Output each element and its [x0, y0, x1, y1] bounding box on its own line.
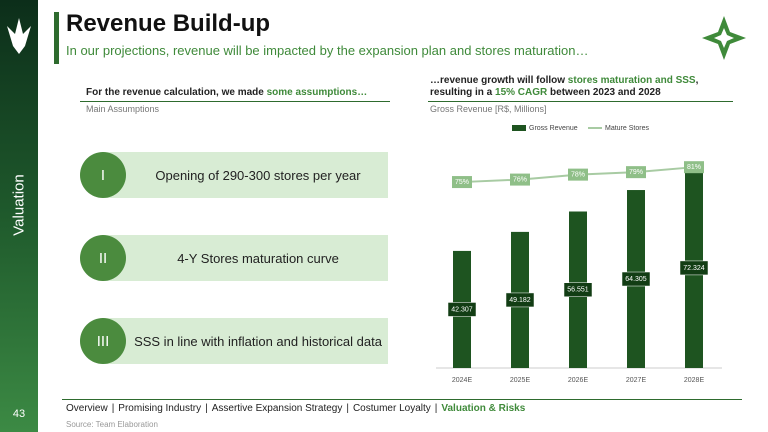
- value-label-box: [568, 168, 588, 181]
- heading-part: stores maturation and SSS: [567, 75, 696, 86]
- heading-part: between 2023 and 2028: [547, 87, 661, 98]
- rule: [80, 101, 390, 102]
- nav-separator: |: [434, 403, 438, 414]
- legend-label: Mature Stores: [605, 125, 649, 132]
- x-tick-label: 2027E: [626, 377, 647, 384]
- nav-item: Valuation & Risks: [441, 403, 526, 414]
- left-heading: For the revenue calculation, we made som…: [86, 87, 367, 98]
- value-label-box: [505, 292, 535, 308]
- sidebar: [0, 0, 38, 432]
- nav-item: Promising Industry: [118, 403, 202, 414]
- value-label: 64.305: [625, 276, 647, 283]
- source: Source: Team Elaboration: [66, 420, 158, 429]
- heading-part: For the revenue calculation, we made: [86, 87, 267, 98]
- value-label-box: [447, 302, 477, 317]
- page-number: 43: [12, 408, 26, 420]
- value-label: 78%: [571, 171, 585, 178]
- nav-item: Costumer Loyalty: [352, 403, 431, 414]
- value-label: 49.182: [509, 297, 531, 304]
- nav-item: Overview: [66, 403, 108, 414]
- value-label-box: [679, 260, 709, 276]
- value-label-box: [452, 176, 472, 189]
- title-bar: [54, 12, 59, 64]
- heading-part: , resulting in a: [430, 75, 699, 98]
- nav-separator: |: [111, 403, 115, 414]
- rule: [428, 101, 733, 102]
- value-label: 42.307: [451, 306, 473, 313]
- value-label: 72.324: [683, 265, 705, 272]
- value-label-box: [621, 271, 651, 287]
- x-tick-label: 2028E: [684, 377, 705, 384]
- x-tick-label: 2024E: [452, 377, 473, 384]
- value-label-box: [684, 161, 704, 174]
- value-label: 75%: [455, 179, 469, 186]
- right-heading: …revenue growth will follow stores matur…: [430, 75, 730, 99]
- assumption-box: 4-Y Stores maturation curve: [104, 235, 388, 281]
- x-tick-label: 2026E: [568, 377, 589, 384]
- right-label: Gross Revenue [R$, Millions]: [430, 104, 547, 114]
- heading-part: …revenue growth will follow: [430, 75, 568, 86]
- heading-part: 15% CAGR: [495, 87, 548, 98]
- heading-part: some assumptions…: [266, 87, 368, 98]
- value-label-box: [626, 166, 646, 179]
- rule: [62, 399, 742, 400]
- value-label: 56.551: [567, 287, 589, 294]
- legend-swatch: [512, 125, 526, 131]
- left-label: Main Assumptions: [86, 104, 160, 114]
- value-label: 81%: [687, 164, 701, 171]
- value-label-box: [563, 282, 593, 297]
- numeral-circle: I: [80, 152, 126, 198]
- subtitle: In our projections, revenue will be impa…: [66, 43, 589, 58]
- nav-item: Assertive Expansion Strategy: [211, 403, 343, 414]
- value-label-box: [510, 173, 530, 186]
- legend-label: Gross Revenue: [529, 125, 578, 132]
- x-tick-label: 2025E: [510, 377, 531, 384]
- nav-separator: |: [205, 403, 208, 414]
- title: Revenue Build-up: [66, 10, 271, 37]
- numeral-circle: II: [80, 235, 126, 281]
- nav: Overview | Promising Industry | Assertive Ex…: [66, 403, 525, 414]
- corner-logo: [702, 16, 746, 60]
- value-label: 76%: [513, 176, 527, 183]
- nav-separator: |: [346, 403, 349, 414]
- assumption-box: Opening of 290-300 stores per year: [104, 152, 388, 198]
- brand-logo: [7, 18, 31, 54]
- value-label: 79%: [629, 169, 643, 176]
- numeral-circle: III: [80, 318, 126, 364]
- assumption-box: SSS in line with inflation and historica…: [104, 318, 388, 364]
